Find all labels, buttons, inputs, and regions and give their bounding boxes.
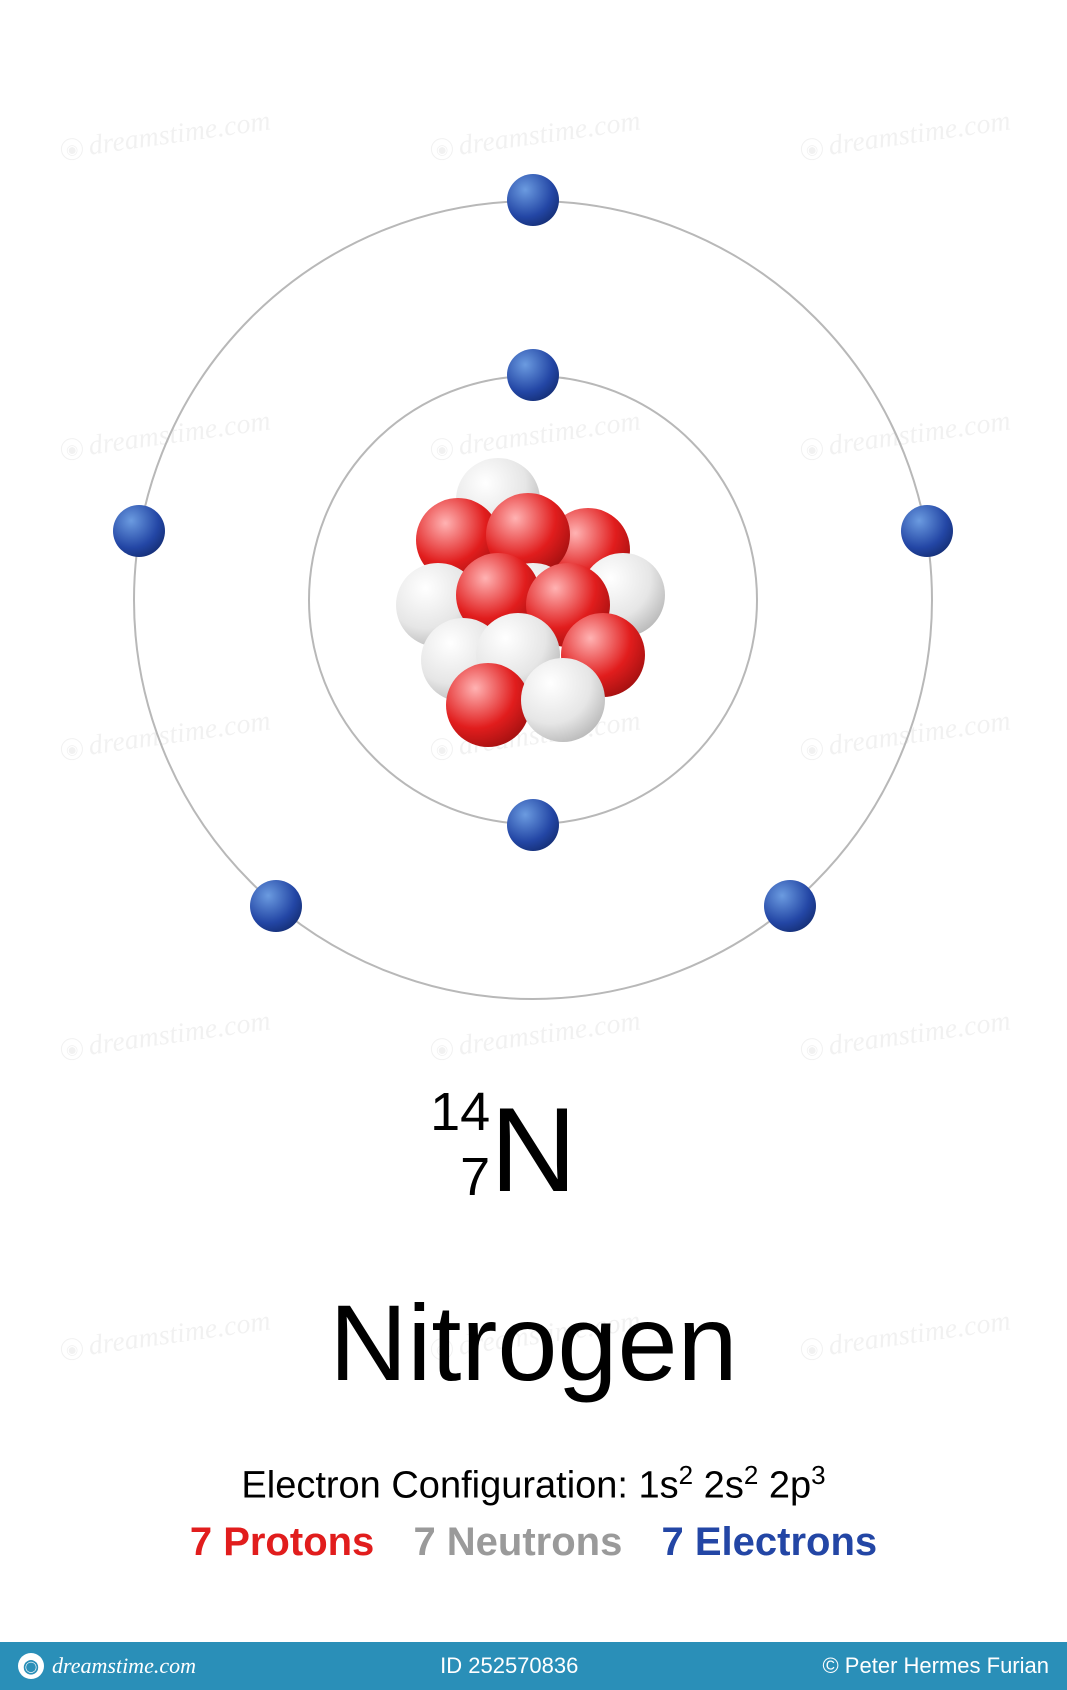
particle-counts: 7 Protons 7 Neutrons 7 Electrons	[0, 1520, 1067, 1565]
element-name: Nitrogen	[0, 1280, 1067, 1405]
electron-sphere	[507, 799, 559, 851]
atomic-number: 7	[410, 1150, 490, 1204]
neutrons-count: 7 Neutrons	[413, 1520, 622, 1564]
electron-sphere	[901, 505, 953, 557]
electron-sphere	[507, 174, 559, 226]
footer-brand-text: dreamstime.com	[52, 1653, 196, 1679]
electron-sphere	[113, 505, 165, 557]
mass-number: 14	[410, 1085, 490, 1139]
footer-bar: ◉ dreamstime.com ID 252570836 © Peter He…	[0, 1642, 1067, 1690]
electron-config: Electron Configuration: 1s2 2s2 2p3	[0, 1460, 1067, 1508]
protons-count: 7 Protons	[190, 1520, 374, 1564]
electron-sphere	[250, 880, 302, 932]
footer-brand: ◉ dreamstime.com	[18, 1653, 196, 1679]
element-notation: 14 7 N	[0, 1090, 1067, 1210]
footer-id: ID 252570836	[440, 1653, 578, 1679]
atom-diagram	[0, 80, 1067, 1040]
camera-icon: ◉	[18, 1653, 44, 1679]
neutron-sphere	[521, 658, 605, 742]
electron-sphere	[764, 880, 816, 932]
element-symbol: N	[490, 1083, 577, 1217]
footer-credit: © Peter Hermes Furian	[822, 1653, 1049, 1679]
electron-sphere	[507, 349, 559, 401]
electrons-count: 7 Electrons	[662, 1520, 878, 1564]
proton-sphere	[446, 663, 530, 747]
